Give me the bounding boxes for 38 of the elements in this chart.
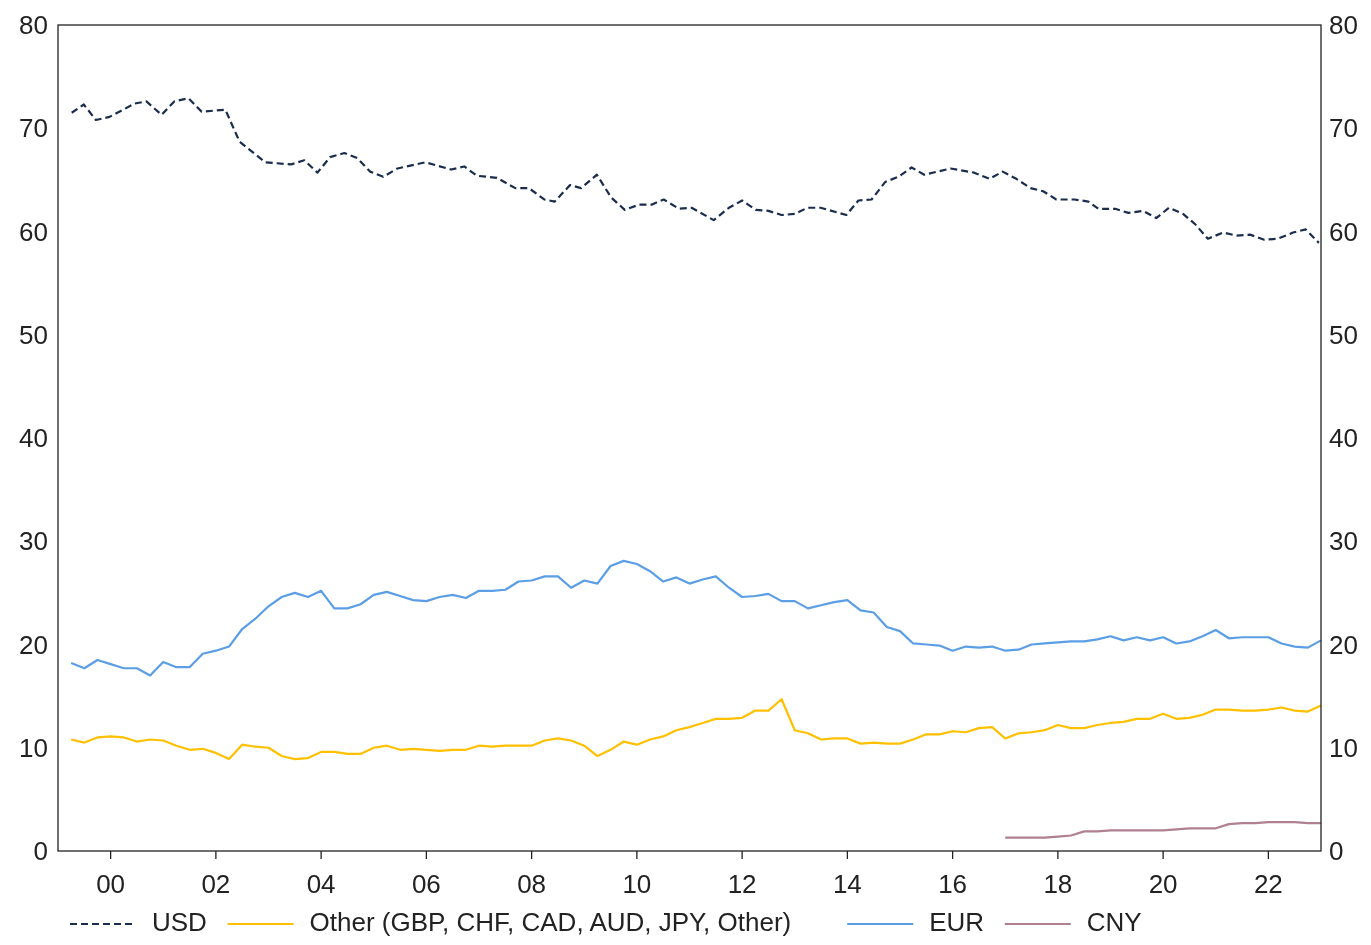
x-tick-label: 02 xyxy=(201,869,231,899)
y-tick-label: 50 xyxy=(19,319,48,350)
y-tick-label: 70 xyxy=(19,113,48,144)
y2-tick-label: 30 xyxy=(1329,526,1358,557)
y2-tick-label: 10 xyxy=(1329,732,1358,763)
line-series xyxy=(70,698,1323,761)
x-tick-label: 10 xyxy=(622,869,652,899)
y2-tick-label: 70 xyxy=(1329,113,1358,144)
x-tick-label: 04 xyxy=(306,869,336,899)
x-tick-label: 00 xyxy=(96,869,126,899)
y2-tick-label: 20 xyxy=(1329,629,1358,660)
y-tick-label: 20 xyxy=(19,629,48,660)
y2-tick-label: 50 xyxy=(1329,319,1358,350)
legend-label: Other (GBP, CHF, CAD, AUD, JPY, Other) xyxy=(309,907,792,937)
x-tick-label: 20 xyxy=(1148,869,1178,899)
legend-label: EUR xyxy=(929,907,985,937)
y-tick-label: 30 xyxy=(19,526,48,557)
x-tick-label: 12 xyxy=(727,869,757,899)
x-tick-label: 18 xyxy=(1043,869,1073,899)
y-tick-label: 0 xyxy=(33,836,48,866)
legend-label: CNY xyxy=(1086,907,1142,937)
y-tick-label: 40 xyxy=(19,423,48,453)
x-tick-label: 08 xyxy=(517,869,547,899)
y-tick-label: 60 xyxy=(19,216,48,247)
x-tick-label: 16 xyxy=(938,869,968,899)
y2-tick-label: 0 xyxy=(1329,836,1344,866)
line-series xyxy=(70,97,1320,244)
x-tick-label: 14 xyxy=(832,869,862,899)
y-tick-label: 80 xyxy=(19,10,48,40)
line-series xyxy=(70,559,1323,677)
x-tick-label: 06 xyxy=(411,869,441,899)
line-series xyxy=(1004,820,1323,839)
legend-label: USD xyxy=(152,907,207,937)
y2-tick-label: 60 xyxy=(1329,216,1358,247)
y2-tick-label: 80 xyxy=(1329,10,1358,40)
y-tick-label: 10 xyxy=(19,732,48,763)
x-tick-label: 22 xyxy=(1253,869,1283,899)
y2-tick-label: 40 xyxy=(1329,423,1358,453)
